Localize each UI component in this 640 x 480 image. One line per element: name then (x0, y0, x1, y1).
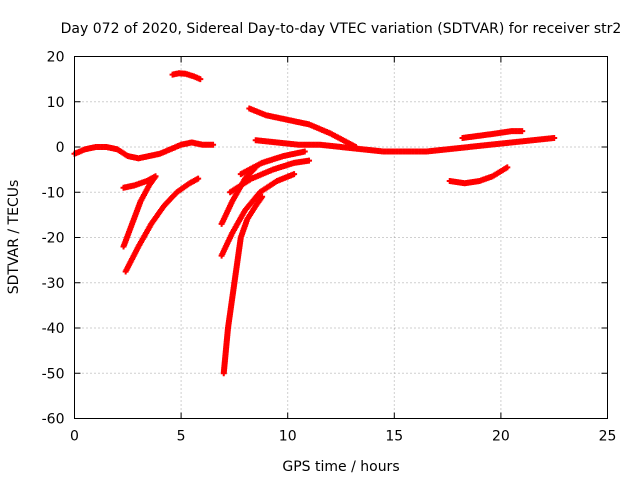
series-arc-right-high (459, 128, 526, 141)
series-baseline-a (71, 139, 217, 162)
data-point (519, 128, 526, 135)
data-point (259, 193, 266, 200)
y-tick-label: 0 (56, 140, 65, 156)
data-point (352, 144, 359, 150)
series-arc-peak (169, 70, 204, 83)
tick-labels: 0 5 10 15 20 25 -60 -50 -40 -30 -20 -10 0 10 20 (42, 50, 617, 445)
data-point (291, 171, 298, 178)
data-point (306, 157, 313, 164)
data-point (195, 175, 202, 182)
x-tick-label: 20 (492, 429, 510, 445)
series-dive (220, 193, 266, 377)
data-points (71, 70, 558, 377)
y-tick-label: -10 (42, 185, 65, 201)
x-tick-label: 5 (177, 429, 186, 445)
y-axis-label: SDTVAR / TECUs (6, 180, 22, 295)
series-baseline-b (252, 134, 558, 155)
series-fan-3 (227, 157, 313, 196)
y-tick-label: -60 (42, 412, 65, 428)
x-tick-label: 25 (599, 429, 617, 445)
series-arc-right-low (446, 164, 511, 187)
y-tick-label: -20 (42, 231, 65, 247)
y-tick-label: 20 (47, 50, 65, 66)
grid (74, 56, 608, 419)
y-tick-label: 10 (47, 95, 65, 111)
y-tick-label: -40 (42, 321, 65, 337)
chart-title: Day 072 of 2020, Sidereal Day-to-day VTE… (61, 21, 622, 37)
data-point (210, 141, 217, 148)
series-low-arc (120, 173, 159, 191)
data-point (301, 148, 308, 155)
x-tick-label: 10 (279, 429, 297, 445)
x-tick-label: 0 (70, 429, 79, 445)
y-tick-label: -50 (42, 366, 65, 382)
series-fan-4 (237, 148, 308, 178)
axis-ticks (74, 56, 608, 419)
data-point (504, 164, 511, 171)
series-steep-b (122, 175, 202, 275)
series-fan-1 (218, 171, 298, 259)
x-axis-label: GPS time / hours (282, 459, 399, 475)
y-tick-label: -30 (42, 276, 65, 292)
data-point (551, 134, 558, 141)
series-arc-descend (246, 105, 359, 150)
data-point (197, 76, 204, 83)
data-point (152, 173, 159, 180)
x-tick-label: 15 (385, 429, 403, 445)
